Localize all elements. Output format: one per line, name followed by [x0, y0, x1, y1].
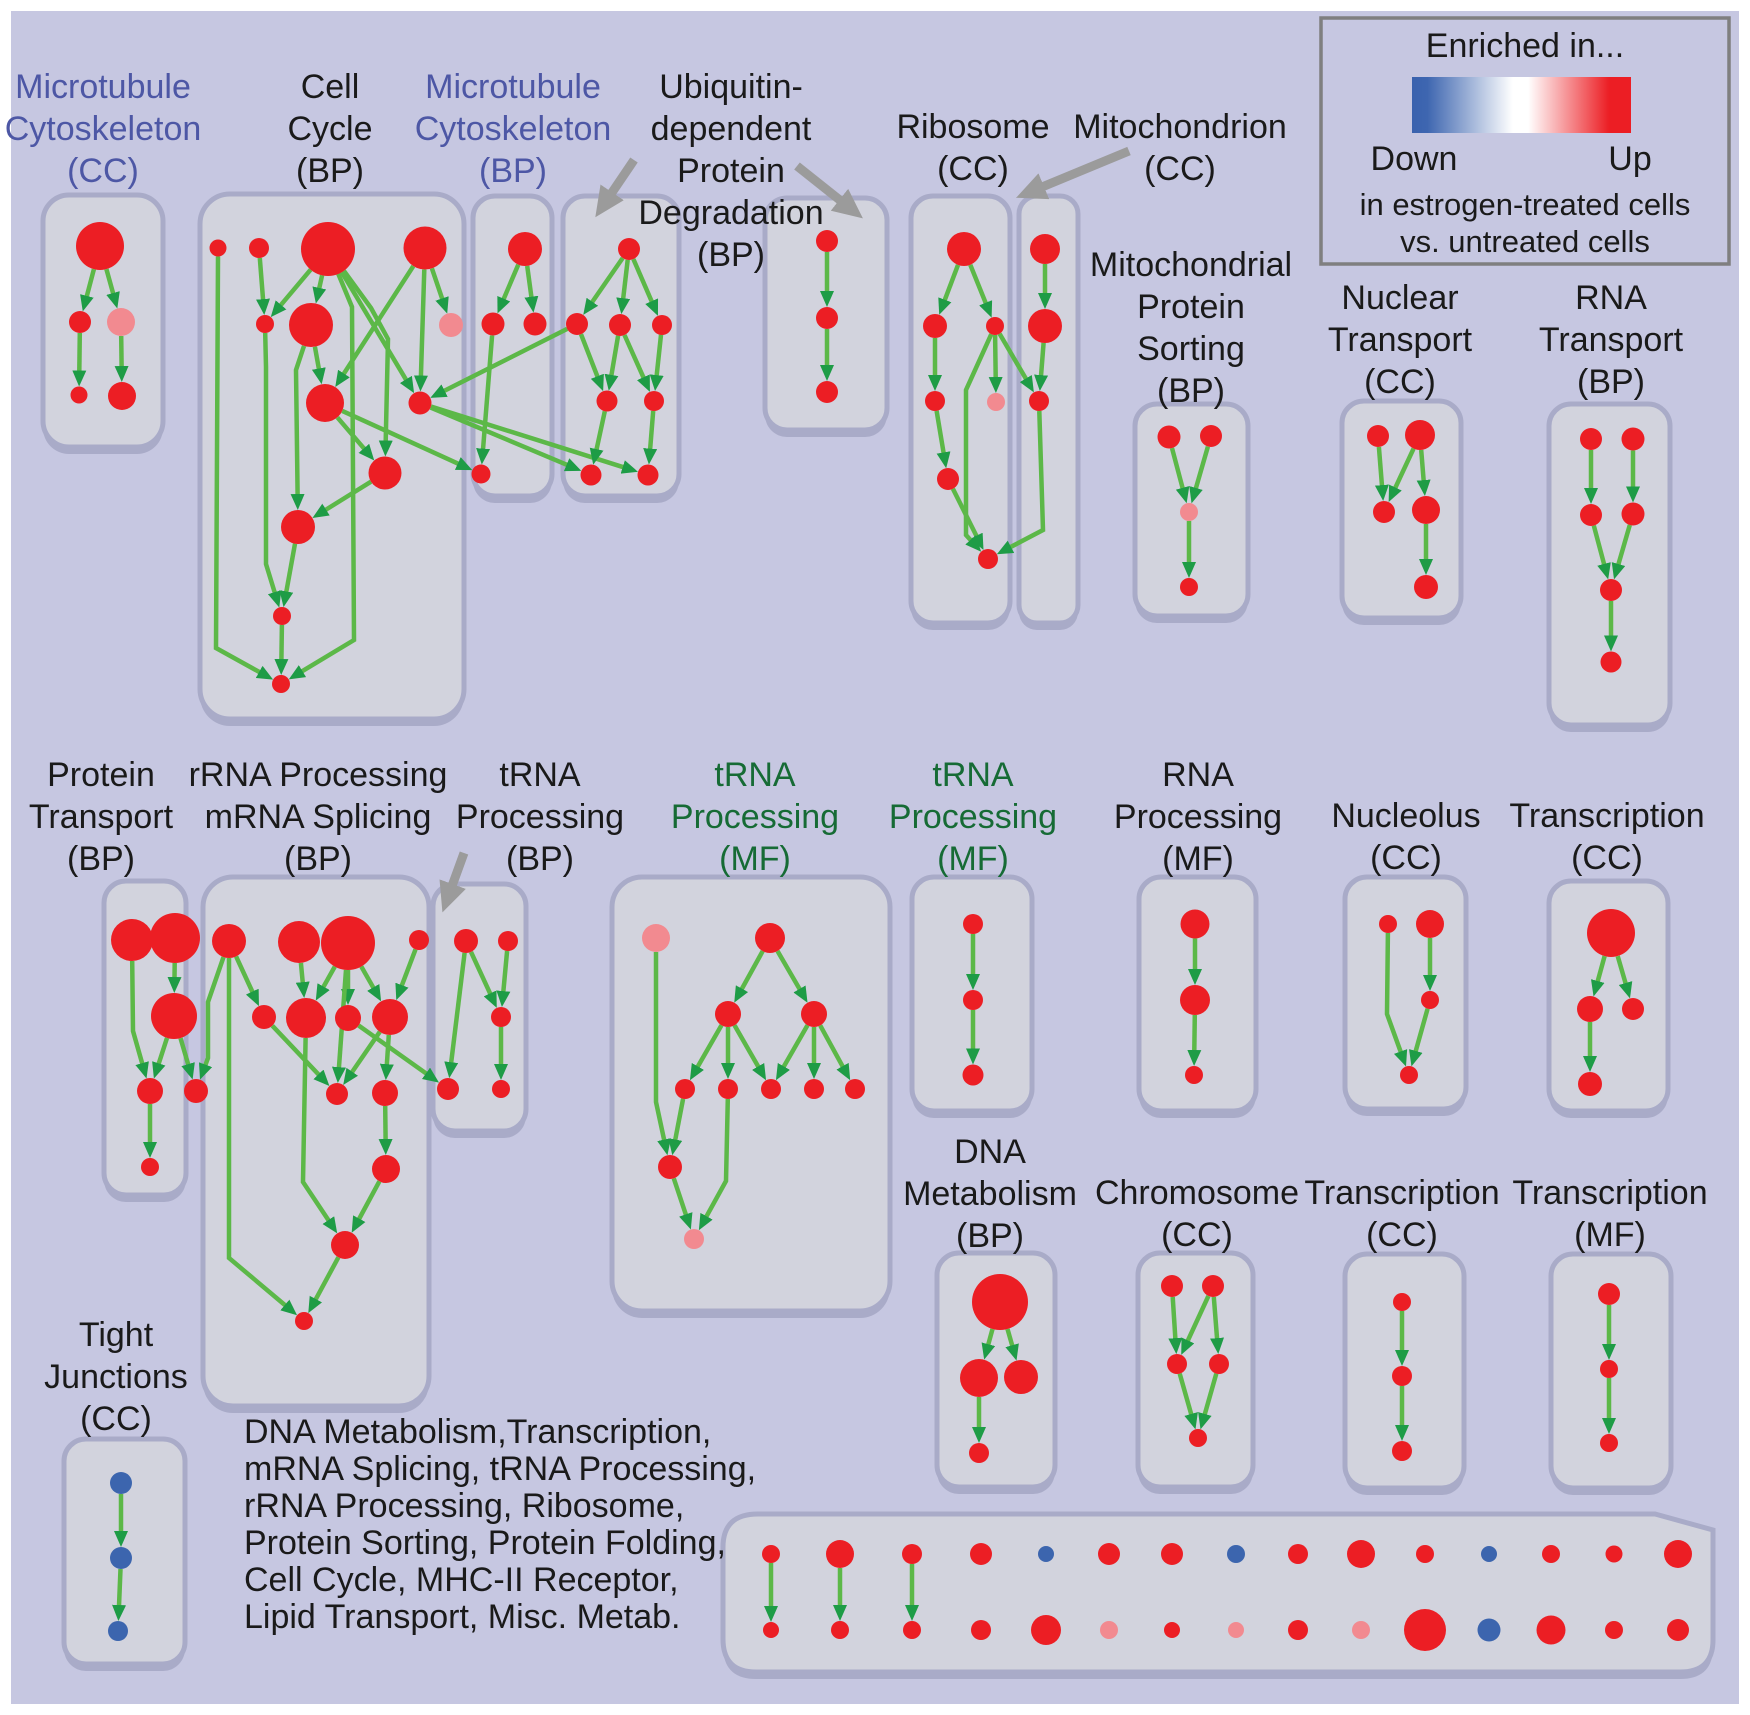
svg-text:Processing: Processing — [671, 798, 839, 836]
svg-text:RNA: RNA — [1162, 756, 1234, 794]
svg-text:DNA: DNA — [954, 1133, 1026, 1171]
svg-text:(BP): (BP) — [1157, 372, 1225, 410]
svg-text:Enriched in...: Enriched in... — [1426, 27, 1624, 65]
svg-text:Protein: Protein — [1137, 288, 1245, 326]
svg-text:(CC): (CC) — [937, 150, 1009, 188]
svg-text:(BP): (BP) — [296, 152, 364, 190]
svg-text:(CC): (CC) — [1571, 839, 1643, 877]
svg-text:(CC): (CC) — [1364, 363, 1436, 401]
svg-text:Metabolism: Metabolism — [903, 1175, 1077, 1213]
svg-text:Sorting: Sorting — [1137, 330, 1245, 368]
svg-text:RNA: RNA — [1575, 279, 1647, 317]
svg-text:tRNA: tRNA — [499, 756, 581, 794]
svg-text:Transport: Transport — [1539, 321, 1684, 359]
svg-text:Nucleolus: Nucleolus — [1331, 797, 1480, 835]
svg-text:(BP): (BP) — [506, 840, 574, 878]
svg-text:Mitochondrion: Mitochondrion — [1073, 108, 1287, 146]
svg-text:(MF): (MF) — [719, 840, 791, 878]
svg-text:Processing: Processing — [889, 798, 1057, 836]
svg-text:Cytoskeleton: Cytoskeleton — [415, 110, 612, 148]
svg-text:mRNA Splicing, tRNA Processing: mRNA Splicing, tRNA Processing, — [244, 1450, 756, 1488]
svg-text:(CC): (CC) — [67, 152, 139, 190]
svg-text:Lipid Transport, Misc. Metab.: Lipid Transport, Misc. Metab. — [244, 1598, 681, 1636]
svg-text:Transcription: Transcription — [1509, 797, 1704, 835]
svg-text:tRNA: tRNA — [714, 756, 796, 794]
svg-text:Microtubule: Microtubule — [425, 68, 601, 106]
svg-text:vs. untreated cells: vs. untreated cells — [1400, 224, 1650, 259]
svg-text:Tight: Tight — [79, 1316, 154, 1354]
svg-text:DNA Metabolism,Transcription,: DNA Metabolism,Transcription, — [244, 1413, 711, 1451]
svg-text:Protein: Protein — [677, 152, 785, 190]
svg-text:(CC): (CC) — [1144, 150, 1216, 188]
svg-text:Cell Cycle, MHC-II Receptor,: Cell Cycle, MHC-II Receptor, — [244, 1561, 679, 1599]
svg-text:mRNA Splicing: mRNA Splicing — [205, 798, 432, 836]
svg-text:Up: Up — [1608, 140, 1651, 178]
svg-text:(BP): (BP) — [956, 1217, 1024, 1255]
svg-text:Chromosome: Chromosome — [1095, 1174, 1299, 1212]
svg-text:rRNA Processing, Ribosome,: rRNA Processing, Ribosome, — [244, 1487, 684, 1525]
svg-text:(MF): (MF) — [1162, 840, 1234, 878]
svg-text:(CC): (CC) — [80, 1400, 152, 1438]
svg-text:(MF): (MF) — [937, 840, 1009, 878]
svg-text:(CC): (CC) — [1370, 839, 1442, 877]
svg-text:Nuclear: Nuclear — [1341, 279, 1458, 317]
svg-text:Transcription: Transcription — [1304, 1174, 1499, 1212]
svg-text:(BP): (BP) — [67, 840, 135, 878]
svg-text:Transport: Transport — [29, 798, 174, 836]
svg-text:Protein Sorting, Protein Foldi: Protein Sorting, Protein Folding, — [244, 1524, 726, 1562]
svg-text:Ribosome: Ribosome — [896, 108, 1049, 146]
svg-text:Mitochondrial: Mitochondrial — [1090, 246, 1292, 284]
svg-text:Transcription: Transcription — [1512, 1174, 1707, 1212]
svg-text:(BP): (BP) — [1577, 363, 1645, 401]
svg-text:Processing: Processing — [1114, 798, 1282, 836]
svg-text:dependent: dependent — [651, 110, 812, 148]
svg-text:Cell: Cell — [301, 68, 360, 106]
svg-text:(BP): (BP) — [284, 840, 352, 878]
svg-text:(BP): (BP) — [697, 236, 765, 274]
svg-text:Cytoskeleton: Cytoskeleton — [5, 110, 202, 148]
svg-text:(CC): (CC) — [1161, 1216, 1233, 1254]
svg-text:Junctions: Junctions — [44, 1358, 188, 1396]
svg-text:Degradation: Degradation — [638, 194, 823, 232]
svg-text:rRNA Processing: rRNA Processing — [189, 756, 448, 794]
svg-text:tRNA: tRNA — [932, 756, 1014, 794]
svg-text:(MF): (MF) — [1574, 1216, 1646, 1254]
svg-text:Down: Down — [1371, 140, 1458, 178]
svg-text:(CC): (CC) — [1366, 1216, 1438, 1254]
svg-text:Cycle: Cycle — [287, 110, 372, 148]
svg-text:(BP): (BP) — [479, 152, 547, 190]
svg-text:Microtubule: Microtubule — [15, 68, 191, 106]
svg-text:Processing: Processing — [456, 798, 624, 836]
svg-text:Ubiquitin-: Ubiquitin- — [659, 68, 803, 106]
svg-text:Transport: Transport — [1328, 321, 1473, 359]
svg-text:in estrogen-treated cells: in estrogen-treated cells — [1360, 187, 1691, 222]
svg-text:Protein: Protein — [47, 756, 155, 794]
